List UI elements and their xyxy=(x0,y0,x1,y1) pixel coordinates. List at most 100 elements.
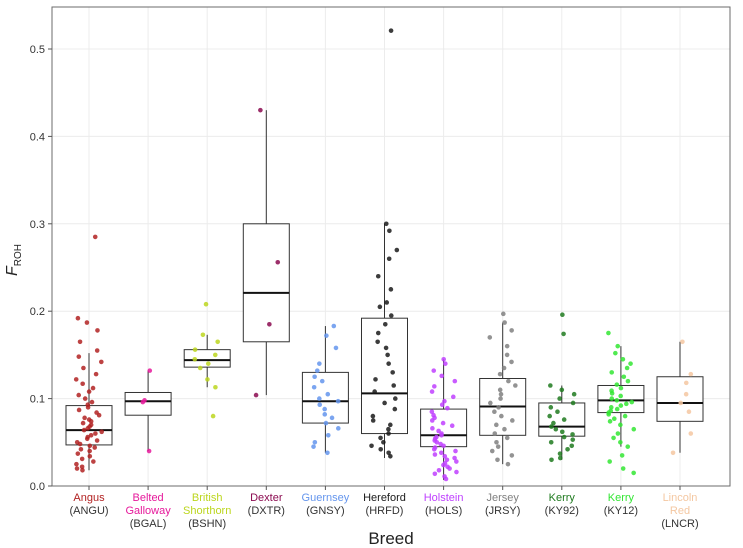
data-point xyxy=(559,429,565,435)
data-point xyxy=(688,431,694,436)
category-label: Holstein xyxy=(424,492,464,504)
data-point xyxy=(384,300,390,305)
data-point xyxy=(606,330,611,336)
data-point xyxy=(314,368,320,373)
data-point xyxy=(614,398,620,403)
category-code-label: (KY92) xyxy=(545,505,579,517)
category-label: Jersey xyxy=(486,492,519,504)
data-point xyxy=(79,464,85,470)
y-tick-label: 0.5 xyxy=(30,44,45,56)
y-axis-title: F xyxy=(4,265,21,276)
data-point xyxy=(429,409,435,415)
category-label: Kerry xyxy=(549,492,576,504)
data-point xyxy=(89,399,95,405)
data-point xyxy=(510,418,515,423)
data-point xyxy=(85,405,91,410)
data-point xyxy=(452,378,458,384)
y-tick-label: 0.2 xyxy=(30,306,45,318)
data-point xyxy=(618,440,623,445)
data-point xyxy=(628,361,633,366)
category-code-label: (ANGU) xyxy=(69,505,108,517)
data-point xyxy=(547,413,552,419)
data-point xyxy=(453,448,458,454)
box-group xyxy=(479,311,527,467)
data-point xyxy=(429,389,435,394)
box-iqr xyxy=(361,317,408,435)
data-point xyxy=(624,401,629,407)
data-point xyxy=(487,335,493,340)
data-point xyxy=(387,228,392,234)
data-point xyxy=(559,387,565,393)
data-point xyxy=(509,359,514,365)
data-point xyxy=(80,420,86,426)
y-tick-label: 0.3 xyxy=(30,219,45,231)
box-iqr xyxy=(124,391,172,416)
data-point xyxy=(439,450,444,456)
data-point xyxy=(146,448,152,454)
data-point xyxy=(441,356,446,362)
data-point xyxy=(434,440,440,445)
category-label: Guernsey xyxy=(302,492,350,504)
data-point xyxy=(329,415,335,421)
data-point xyxy=(445,405,450,411)
data-point xyxy=(549,457,554,463)
data-point xyxy=(680,339,685,345)
data-point xyxy=(73,377,79,382)
data-point xyxy=(614,406,620,412)
data-point xyxy=(378,446,384,452)
svg-text:FROH: FROH xyxy=(4,244,24,276)
data-point xyxy=(386,426,391,432)
data-point xyxy=(312,374,317,380)
data-point xyxy=(607,459,612,464)
box-group xyxy=(183,301,231,419)
data-point xyxy=(570,432,575,437)
category-code-label: (HOLS) xyxy=(425,505,462,517)
data-point xyxy=(378,435,383,441)
data-point xyxy=(317,402,323,408)
data-point xyxy=(549,424,554,429)
data-point xyxy=(439,402,445,408)
data-point xyxy=(88,433,94,438)
data-point xyxy=(625,444,631,449)
data-point xyxy=(76,407,82,413)
y-axis: 0.0 0.1 0.2 0.3 0.4 0.5 xyxy=(30,44,52,493)
data-point xyxy=(200,332,206,338)
data-point xyxy=(388,28,394,33)
box-iqr xyxy=(183,349,231,368)
data-point xyxy=(386,450,391,456)
data-point xyxy=(441,462,446,468)
category-label: Lincoln xyxy=(663,492,698,504)
data-point xyxy=(317,396,322,401)
data-point xyxy=(82,415,87,421)
category-code-label: (LNCR) xyxy=(661,518,698,530)
data-point xyxy=(85,426,91,431)
data-point xyxy=(323,420,329,426)
data-point xyxy=(444,457,450,463)
data-point xyxy=(432,384,437,389)
data-point xyxy=(77,339,83,345)
data-point xyxy=(88,419,94,424)
data-point xyxy=(203,301,209,307)
data-point xyxy=(555,409,560,415)
data-point xyxy=(76,354,82,359)
data-point xyxy=(606,412,611,417)
data-point xyxy=(561,434,567,440)
data-point xyxy=(618,422,623,428)
data-point xyxy=(325,450,330,456)
data-point xyxy=(213,384,218,390)
data-point xyxy=(75,315,81,321)
data-point xyxy=(81,365,86,371)
y-tick-label: 0.0 xyxy=(30,481,45,493)
data-point xyxy=(275,259,281,265)
category-code-label: (GNSY) xyxy=(306,505,345,517)
data-point xyxy=(80,381,85,387)
data-point xyxy=(622,413,628,419)
data-point xyxy=(325,433,331,438)
data-point xyxy=(197,365,203,371)
data-point xyxy=(432,452,438,457)
data-point xyxy=(492,431,498,436)
data-point xyxy=(557,451,563,456)
data-point xyxy=(615,343,621,349)
data-point xyxy=(678,400,684,406)
